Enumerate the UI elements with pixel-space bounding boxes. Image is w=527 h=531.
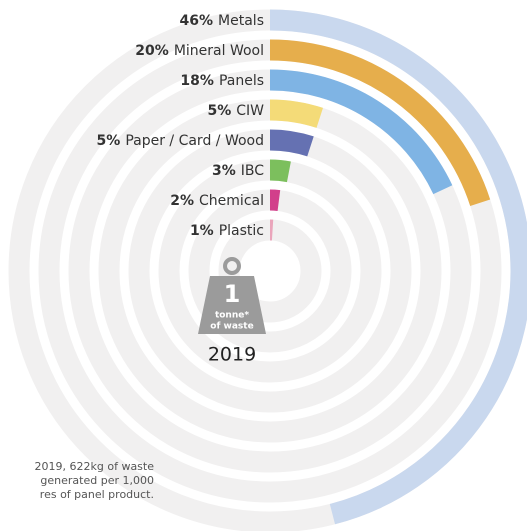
value-label: 3%	[212, 163, 236, 179]
track	[98, 99, 442, 443]
category-label: Paper / Card / Wood	[125, 133, 264, 149]
label: 18% Panels	[180, 73, 264, 89]
category-label: Metals	[218, 13, 264, 29]
category-label: Plastic	[219, 223, 264, 239]
value-label: 5%	[97, 133, 121, 149]
value-label: 5%	[207, 103, 231, 119]
arc	[269, 39, 491, 206]
value-label: 2%	[170, 193, 194, 209]
value-label: 1%	[190, 223, 214, 239]
value-label: 46%	[180, 13, 214, 29]
icon-line: of waste	[210, 322, 253, 332]
arc	[269, 9, 527, 525]
year: 2019	[208, 344, 256, 366]
arc	[269, 69, 453, 195]
label: 20% Mineral Wool	[135, 43, 264, 59]
category-label: Panels	[219, 73, 264, 89]
arc	[269, 99, 323, 128]
category-label: CIW	[236, 103, 264, 119]
footnote: generated per 1,000	[40, 474, 154, 487]
icon-line: tonne*	[215, 311, 249, 321]
category-label: IBC	[241, 163, 264, 179]
value-label: 20%	[135, 43, 169, 59]
icon-ring	[223, 257, 241, 275]
icon-body	[198, 276, 266, 334]
arcs	[269, 9, 527, 525]
label: 3% IBC	[212, 163, 264, 179]
footnote: 2019, 622kg of waste	[35, 460, 155, 473]
arc	[269, 159, 291, 183]
category-label: Chemical	[199, 193, 264, 209]
label: 46% Metals	[180, 13, 264, 29]
category-label: Mineral Wool	[174, 43, 264, 59]
arc	[269, 189, 281, 211]
icon-number: 1	[224, 280, 241, 308]
weight-icon: 1 tonne* of waste	[198, 257, 266, 334]
arc	[269, 129, 314, 157]
label: 5% Paper / Card / Wood	[97, 133, 264, 149]
label: 5% CIW	[207, 103, 264, 119]
label: 2% Chemical	[170, 193, 264, 209]
value-label: 18%	[180, 73, 214, 89]
footnote: res of panel product.	[40, 488, 154, 501]
label: 1% Plastic	[190, 223, 264, 239]
